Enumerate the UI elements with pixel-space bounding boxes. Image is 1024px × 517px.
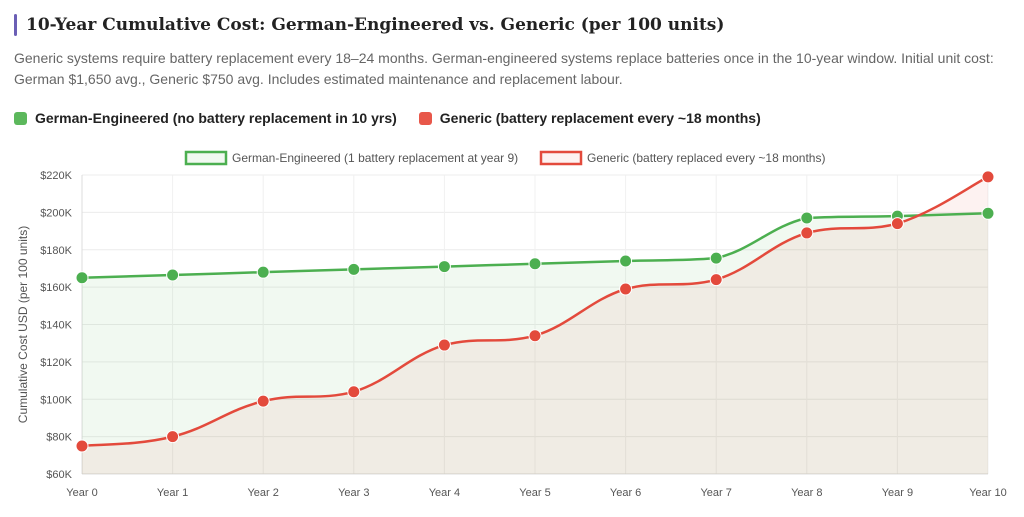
y-tick-label: $220K [40, 170, 72, 182]
data-point-1 [75, 439, 89, 453]
data-point-1 [981, 170, 995, 184]
series-area-1 [82, 176, 988, 474]
legend-label-german: German-Engineered (no battery replacemen… [35, 110, 397, 126]
data-point-0 [981, 206, 995, 220]
data-point-0 [800, 211, 814, 225]
data-point-1 [528, 329, 542, 343]
x-tick-label: Year 5 [519, 487, 550, 499]
y-tick-label: $140K [40, 320, 72, 332]
data-point-0 [619, 254, 633, 268]
x-tick-label: Year 9 [882, 487, 913, 499]
data-point-0 [347, 262, 361, 276]
x-tick-label: Year 6 [610, 487, 641, 499]
chart-legend-swatch [184, 150, 228, 166]
x-tick-label: Year 7 [700, 487, 731, 499]
data-point-0 [75, 271, 89, 285]
x-tick-label: Year 3 [338, 487, 369, 499]
data-point-0 [709, 251, 723, 265]
data-point-0 [166, 268, 180, 282]
legend-label-generic: Generic (battery replacement every ~18 m… [439, 110, 761, 126]
page-title: 10-Year Cumulative Cost: German-Engineer… [26, 15, 725, 35]
legend-swatch-german [14, 111, 27, 125]
x-tick-label: Year 10 [969, 487, 1007, 499]
y-tick-label: $200K [40, 207, 72, 219]
chart-legend: German-Engineered (1 battery replacement… [184, 150, 825, 166]
y-axis-title: Cumulative Cost USD (per 100 units) [16, 226, 30, 423]
legend-item-german: German-Engineered (no battery replacemen… [14, 110, 397, 126]
data-point-1 [256, 394, 270, 408]
y-tick-label: $60K [46, 469, 72, 481]
series-area-0 [82, 213, 988, 474]
x-tick-label: Year 1 [157, 487, 188, 499]
title-accent-bar [14, 14, 17, 36]
chart-description: Generic systems require battery replacem… [14, 50, 994, 87]
title-row: 10-Year Cumulative Cost: German-Engineer… [14, 14, 724, 36]
chart-legend-swatch [539, 150, 583, 166]
custom-legend: German-Engineered (no battery replacemen… [14, 110, 783, 126]
y-tick-label: $120K [40, 357, 72, 369]
data-point-1 [166, 430, 180, 444]
legend-swatch-generic [418, 111, 432, 125]
x-tick-label: Year 4 [429, 487, 460, 499]
data-point-1 [709, 273, 723, 287]
data-point-0 [256, 265, 270, 279]
data-point-0 [528, 257, 542, 271]
data-point-1 [437, 338, 451, 352]
x-tick-label: Year 8 [791, 487, 822, 499]
x-tick-label: Year 2 [247, 487, 278, 499]
data-point-1 [619, 282, 633, 296]
data-point-1 [800, 226, 814, 240]
y-tick-label: $100K [40, 394, 72, 406]
x-tick-label: Year 0 [66, 487, 97, 499]
data-point-0 [437, 260, 451, 274]
data-point-1 [890, 217, 904, 231]
data-point-1 [347, 385, 361, 399]
chart-legend-label: German-Engineered (1 battery replacement… [232, 151, 518, 165]
y-tick-label: $160K [40, 282, 72, 294]
y-tick-label: $80K [46, 432, 72, 444]
y-tick-label: $180K [40, 245, 72, 257]
legend-item-generic: Generic (battery replacement every ~18 m… [418, 110, 761, 126]
chart-legend-label: Generic (battery replaced every ~18 mont… [587, 151, 825, 165]
